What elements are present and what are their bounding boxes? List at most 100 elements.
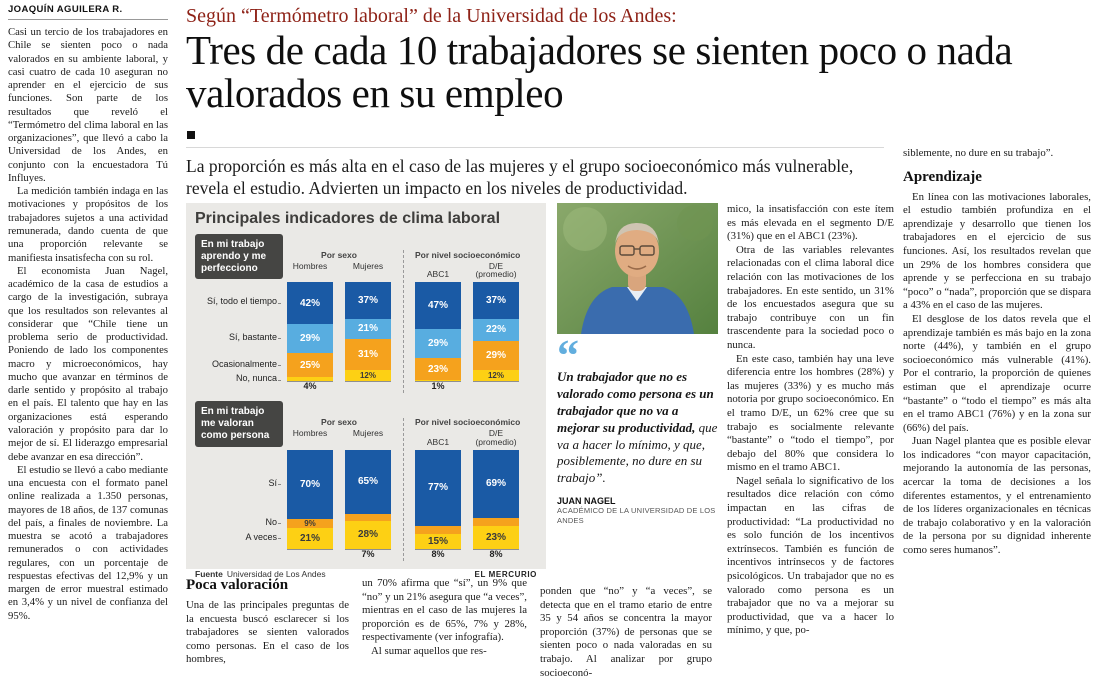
- section-heading-aprendizaje: Aprendizaje: [903, 168, 982, 185]
- stacked-bar: 47% 29% 23%: [415, 282, 461, 383]
- chart-category-label: A veces: [197, 532, 281, 542]
- segment-value: 21%: [299, 532, 320, 544]
- stacked-bar: 77% 15%: [415, 449, 461, 550]
- under-bar-labels: [473, 382, 519, 393]
- chart-bars: 70% 9% 21% 65% 28% 7% 77% 15% 8% 69% 23% 8%: [287, 417, 519, 561]
- segment-value: 29%: [299, 332, 320, 344]
- stacked-bar: 65% 28%: [345, 449, 391, 550]
- segment-value: 9%: [304, 519, 316, 529]
- byline: JOAQUÍN AGUILERA R.: [8, 4, 123, 15]
- chart-column-headers: Por sexo Hombres Mujeres Por nivel socioeco…: [287, 417, 521, 447]
- group-divider-line: [391, 417, 415, 561]
- middle-text-column: mico, la insatisfacción con este ítem es…: [727, 203, 894, 687]
- chart-category-label: Sí, todo el tiempo: [197, 296, 281, 306]
- chart-group-aprendizaje: En mi trabajo aprendo y me perfecciono Po…: [195, 234, 537, 394]
- stacked-bar: 69% 23%: [473, 449, 519, 550]
- quote-text-regular: que va a hacer lo mínimo, y que, posible…: [557, 419, 718, 486]
- chart-category-label: Sí: [197, 478, 281, 488]
- segment-value: 23%: [485, 531, 506, 543]
- subhead: La proporción es más alta en el caso de …: [186, 147, 884, 200]
- paragraph: Juan Nagel plantea que es posible elevar…: [903, 435, 1091, 557]
- paragraph: ponden que “no” y “a veces”, se detecta …: [540, 585, 712, 679]
- chart-group-head: En mi trabajo aprendo y me perfecciono Po…: [195, 234, 537, 280]
- bar-segment: 29%: [473, 340, 519, 370]
- stacked-bar-mujeres: 65% 28% 7%: [345, 449, 391, 561]
- segment-value: 65%: [357, 476, 378, 488]
- paragraph: Al sumar aquellos que res-: [371, 644, 487, 657]
- bar-segment: 15%: [415, 533, 461, 549]
- bar-segment: 29%: [415, 328, 461, 358]
- bar-segment: [415, 380, 461, 382]
- chart-group-valoracion: En mi trabajo me valoran como persona Por…: [195, 401, 537, 561]
- segment-value: 70%: [299, 478, 320, 490]
- under-bar-labels: 7%: [345, 549, 391, 561]
- chart-footer: Fuente Universidad de Los Andes EL MERCUR…: [195, 569, 537, 579]
- paragraph: En línea con las motivaciones laborales,…: [903, 190, 1091, 312]
- bar-segment: 29%: [287, 323, 333, 353]
- bar-segment: 9%: [287, 519, 333, 529]
- chart-category-label: Sí, bastante: [197, 332, 281, 342]
- segment-value: 12%: [487, 370, 504, 380]
- left-rail-column: JOAQUÍN AGUILERA R. Casi un tercio de lo…: [8, 4, 168, 683]
- chart-category-label: Ocasionalmente: [197, 359, 281, 369]
- segment-value: 42%: [299, 297, 320, 309]
- group-divider-line: [391, 250, 415, 394]
- infographic-panel: Principales indicadores de clima laboral…: [186, 203, 546, 579]
- chart-bar-name: ABC1: [426, 269, 450, 280]
- stacked-bar-d-e-promedio-: 37% 22% 29% 12%: [473, 282, 519, 393]
- bar-segment: 23%: [415, 357, 461, 381]
- paragraph: La medición también indaga en las motiva…: [8, 185, 168, 264]
- right-column-lead: siblemente, no dure en su trabajo”.: [903, 147, 1054, 159]
- chart-bar-names: Hombres Mujeres: [287, 429, 391, 438]
- chart-bar-name: D/E (promedio): [475, 427, 517, 447]
- quote-mark-icon: “: [557, 331, 579, 380]
- segment-value: 29%: [485, 349, 506, 361]
- chart-credit: EL MERCURIO: [474, 569, 537, 579]
- paragraph: Otra de las variables relevantes relacio…: [727, 243, 894, 351]
- chart-column-headers: Por sexo Hombres Mujeres Por nivel socioeco…: [287, 250, 521, 280]
- segment-value: 31%: [357, 348, 378, 360]
- segment-value-outside: 8%: [489, 548, 503, 559]
- quote-text: Un trabajador que no es valorado como pe…: [557, 369, 718, 487]
- bar-segment: 25%: [287, 352, 333, 378]
- portrait-illustration: [557, 203, 718, 334]
- headline: Tres de cada 10 trabajadores se sienten …: [186, 27, 1013, 117]
- under-bar-labels: 4%: [287, 381, 333, 393]
- stacked-bar: 37% 22% 29% 12%: [473, 282, 519, 383]
- bar-segment: 42%: [287, 282, 333, 324]
- bar-segment: [287, 377, 333, 382]
- paragraph: El estudio se llevó a cabo mediante una …: [8, 463, 168, 622]
- under-bar-labels: 8%: [415, 549, 461, 561]
- chart-bar-name: Mujeres: [352, 427, 384, 438]
- segment-value-outside: 1%: [431, 381, 445, 392]
- under-bar-labels: 1%: [415, 381, 461, 393]
- chart-bar-names: ABC1 D/E (promedio): [415, 261, 519, 280]
- chart-bar-name: Mujeres: [352, 260, 384, 271]
- chart-category-label: No, nunca: [197, 373, 281, 383]
- chart-category-label: No: [197, 517, 281, 527]
- paragraph: Nagel señala lo significativo de los res…: [727, 474, 894, 637]
- chart-super-column: Por sexo Hombres Mujeres: [287, 417, 391, 447]
- segment-value: 12%: [359, 371, 376, 380]
- paragraph: El desglose de los datos revela que el a…: [903, 312, 1091, 434]
- byline-rule: [8, 19, 168, 20]
- chart-source-label: Fuente: [195, 568, 223, 579]
- stacked-bar-d-e-promedio-: 69% 23% 8%: [473, 449, 519, 561]
- quote-author: JUAN NAGEL: [557, 496, 616, 507]
- chart-super-column: Por nivel socioeconómico ABC1 D/E (promedi…: [415, 250, 520, 280]
- chart-super-column: Por sexo Hombres Mujeres: [287, 250, 391, 280]
- bar-segment: 12%: [473, 369, 519, 382]
- segment-value: 25%: [299, 359, 320, 371]
- chart-title: Principales indicadores de clima laboral: [195, 210, 501, 227]
- bar-segment: 77%: [415, 449, 461, 527]
- chart-category-labels: Sí No A veces: [195, 450, 281, 550]
- segment-value: 22%: [485, 324, 506, 336]
- bar-segment: 65%: [345, 449, 391, 515]
- stacked-bar-hombres: 70% 9% 21%: [287, 449, 333, 561]
- bottom-column-2-text: un 70% afirma que “sí”, un 9% que “no” y…: [362, 577, 527, 659]
- section-heading-poca-valoracion: Poca valoración: [186, 577, 289, 593]
- bar-segment: 37%: [473, 282, 519, 320]
- paragraph: El economista Juan Nagel, académico de l…: [8, 264, 168, 463]
- chart-bar-name: Hombres: [292, 260, 328, 271]
- chart-bars: 42% 29% 25% 4% 37% 21% 31% 12% 47% 29% 23% 1% 37% 22%…: [287, 250, 519, 394]
